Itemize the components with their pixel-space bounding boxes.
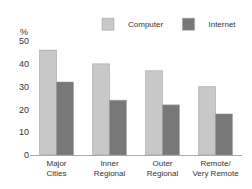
- svg-text:30: 30: [19, 82, 29, 92]
- svg-text:10: 10: [19, 127, 29, 137]
- svg-text:20: 20: [19, 105, 29, 115]
- svg-text:50: 50: [19, 36, 29, 46]
- svg-text:Computer: Computer: [128, 20, 163, 29]
- svg-text:Remote/Very Remote: Remote/Very Remote: [192, 159, 239, 178]
- svg-text:MajorCities: MajorCities: [46, 159, 66, 178]
- svg-text:0: 0: [24, 150, 29, 160]
- svg-text:InnerRegional: InnerRegional: [94, 159, 126, 178]
- svg-text:OuterRegional: OuterRegional: [147, 159, 179, 178]
- svg-text:40: 40: [19, 59, 29, 69]
- svg-text:%: %: [20, 27, 28, 37]
- svg-text:Internet: Internet: [208, 20, 236, 29]
